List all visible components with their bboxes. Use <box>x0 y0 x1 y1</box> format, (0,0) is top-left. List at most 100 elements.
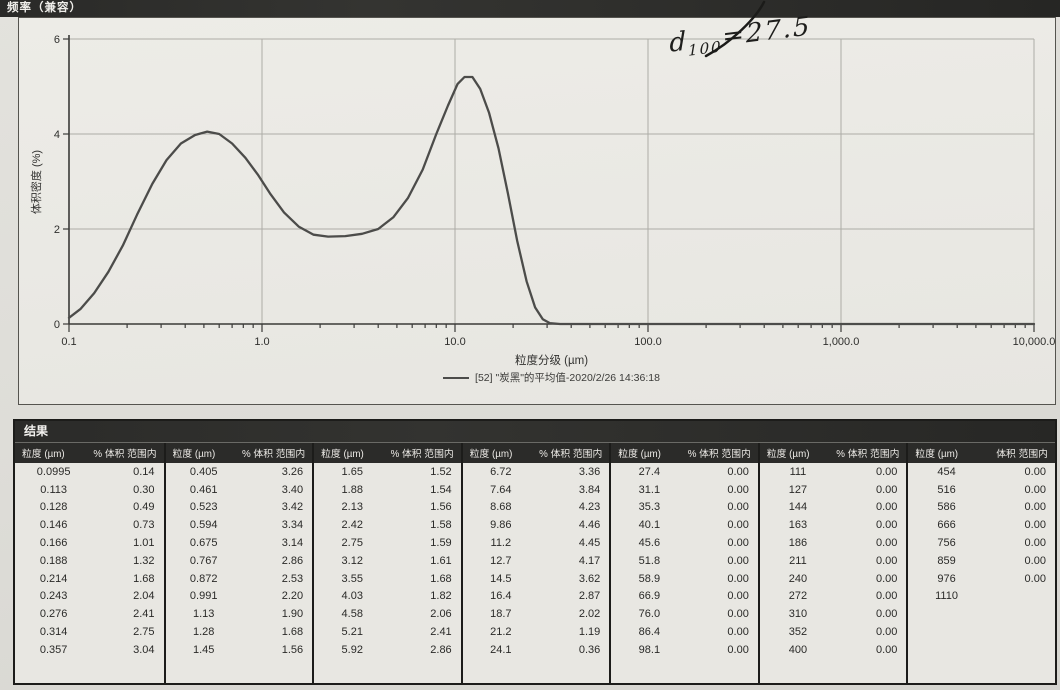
size-value: 98.1 <box>638 643 661 656</box>
size-value: 240 <box>788 572 808 585</box>
percent-column-header: % 体积 范围内 <box>836 449 900 460</box>
percent-value: 4.17 <box>578 554 601 567</box>
table-row: 2.42 1.58 <box>314 516 461 534</box>
percent-value: 2.75 <box>133 626 155 639</box>
table-row: 0.357 3.04 <box>15 641 164 659</box>
percent-value: 0.00 <box>727 501 749 514</box>
size-value: 272 <box>788 590 808 603</box>
percent-column-header: % 体积 范围内 <box>242 449 306 460</box>
size-value: 5.92 <box>341 643 363 656</box>
table-row: 0.146 0.73 <box>15 516 164 534</box>
percent-value: 2.86 <box>430 643 452 656</box>
size-value: 12.7 <box>490 554 512 567</box>
size-value: 35.3 <box>638 501 661 514</box>
percent-value: 0.00 <box>875 501 898 514</box>
table-row: 8.68 4.23 <box>463 499 610 517</box>
percent-value: 1.56 <box>430 501 452 514</box>
size-value: 2.42 <box>341 519 363 532</box>
size-value: 516 <box>937 483 956 496</box>
table-row: 272 0.00 <box>760 588 907 606</box>
percent-value: 3.40 <box>281 483 304 496</box>
percent-value: 0.00 <box>875 626 898 639</box>
percent-value: 1.68 <box>281 626 304 639</box>
table-row: 2.13 1.56 <box>314 499 461 517</box>
size-value: 0.523 <box>189 501 218 514</box>
size-column-header: 粒度 (µm) <box>469 449 513 460</box>
column-header-row: 粒度 (µm) 体积 范围内 <box>908 443 1055 463</box>
percent-value: 0.00 <box>875 643 898 656</box>
size-value: 163 <box>788 519 808 532</box>
results-column: 粒度 (µm)% 体积 范围内 0.0995 0.14 0.113 0.30 0.128 0… <box>15 443 164 683</box>
size-value: 18.7 <box>490 608 512 621</box>
percent-value: 1.90 <box>281 608 304 621</box>
table-row: 127 0.00 <box>760 481 907 499</box>
size-value: 0.594 <box>189 519 218 532</box>
table-row: 9.86 4.46 <box>463 516 610 534</box>
percent-value: 1.61 <box>430 554 452 567</box>
table-row: 18.7 2.02 <box>463 605 610 623</box>
size-value: 3.12 <box>341 554 363 567</box>
results-title: 结果 <box>24 424 49 438</box>
table-row: 586 0.00 <box>908 499 1055 517</box>
frequency-chart-frame: 0.1 1.0 10.0 100.0 1,000.0 10,000.0 0 2 4 6 体积密度 … <box>18 11 1056 405</box>
percent-value: 0.00 <box>727 554 749 567</box>
percent-value: 1.68 <box>133 572 155 585</box>
percent-value: 0.00 <box>1024 483 1046 496</box>
percent-value: 1.01 <box>133 537 155 550</box>
size-value: 9.86 <box>490 519 512 532</box>
percent-value: 0.00 <box>1024 501 1046 514</box>
svg-text:6: 6 <box>54 34 60 46</box>
table-row: 0.276 2.41 <box>15 605 164 623</box>
table-row: 0.113 0.30 <box>15 481 164 499</box>
table-row: 666 0.00 <box>908 516 1055 534</box>
table-row: 0.461 3.40 <box>166 481 313 499</box>
svg-text:10.0: 10.0 <box>444 336 465 348</box>
percent-value: 0.00 <box>727 572 749 585</box>
percent-value: 1.68 <box>430 572 452 585</box>
size-value: 40.1 <box>638 519 661 532</box>
percent-value: 0.00 <box>875 572 898 585</box>
size-column-header: 粒度 (µm) <box>22 449 65 460</box>
percent-value: 2.86 <box>281 554 304 567</box>
size-value: 0.166 <box>39 537 68 550</box>
size-value: 1.65 <box>341 465 363 478</box>
results-column: 粒度 (µm) % 体积 范围内 0.405 3.26 0.461 3.40 0.523 3.… <box>163 443 313 683</box>
table-row: 0.675 3.14 <box>166 534 313 552</box>
percent-value: 3.62 <box>578 572 601 585</box>
table-row: 0.594 3.34 <box>166 516 313 534</box>
table-row: 12.7 4.17 <box>463 552 610 570</box>
percent-value: 1.52 <box>430 465 452 478</box>
percent-value: 0.00 <box>875 590 898 603</box>
size-value: 756 <box>937 537 956 550</box>
table-row: 1.13 1.90 <box>166 605 313 623</box>
percent-value: 0.00 <box>1024 554 1046 567</box>
table-row: 0.314 2.75 <box>15 623 164 641</box>
percent-value: 1.32 <box>133 554 155 567</box>
results-grid: 粒度 (µm)% 体积 范围内 0.0995 0.14 0.113 0.30 0.128 0… <box>15 443 1055 683</box>
size-column-header: 粒度 (µm) <box>915 449 959 460</box>
percent-value: 0.00 <box>875 608 898 621</box>
percent-value: 2.41 <box>430 626 452 639</box>
percent-value: 3.34 <box>281 519 304 532</box>
size-value: 1.45 <box>192 643 215 656</box>
table-row: 3.55 1.68 <box>314 570 461 588</box>
size-value: 0.872 <box>189 572 218 585</box>
size-value: 0.461 <box>189 483 218 496</box>
size-value: 16.4 <box>490 590 512 603</box>
percent-value: 0.00 <box>875 483 898 496</box>
percent-value: 0.36 <box>578 643 601 656</box>
percent-column-header: % 体积 范围内 <box>539 449 603 460</box>
results-column: 粒度 (µm) % 体积 范围内 111 0.00 127 0.00 144 0.00 163 0… <box>757 443 907 683</box>
table-row: 0.214 1.68 <box>15 570 164 588</box>
size-value: 186 <box>788 537 808 550</box>
percent-value: 3.84 <box>578 483 601 496</box>
percent-value: 3.36 <box>578 465 601 478</box>
column-header-row: 粒度 (µm) % 体积 范围内 <box>15 443 164 463</box>
percent-value: 2.06 <box>430 608 452 621</box>
results-panel: 结果 粒度 (µm)% 体积 范围内 0.0995 0.14 0.113 0.30 0.1… <box>13 419 1057 685</box>
table-row: 86.4 0.00 <box>611 623 758 641</box>
size-column-header: 粒度 (µm) <box>618 449 661 460</box>
results-column: 粒度 (µm) % 体积 范围内 6.72 3.36 7.64 3.84 8.68 4.23 9… <box>460 443 610 683</box>
table-row: 400 0.00 <box>760 641 907 659</box>
